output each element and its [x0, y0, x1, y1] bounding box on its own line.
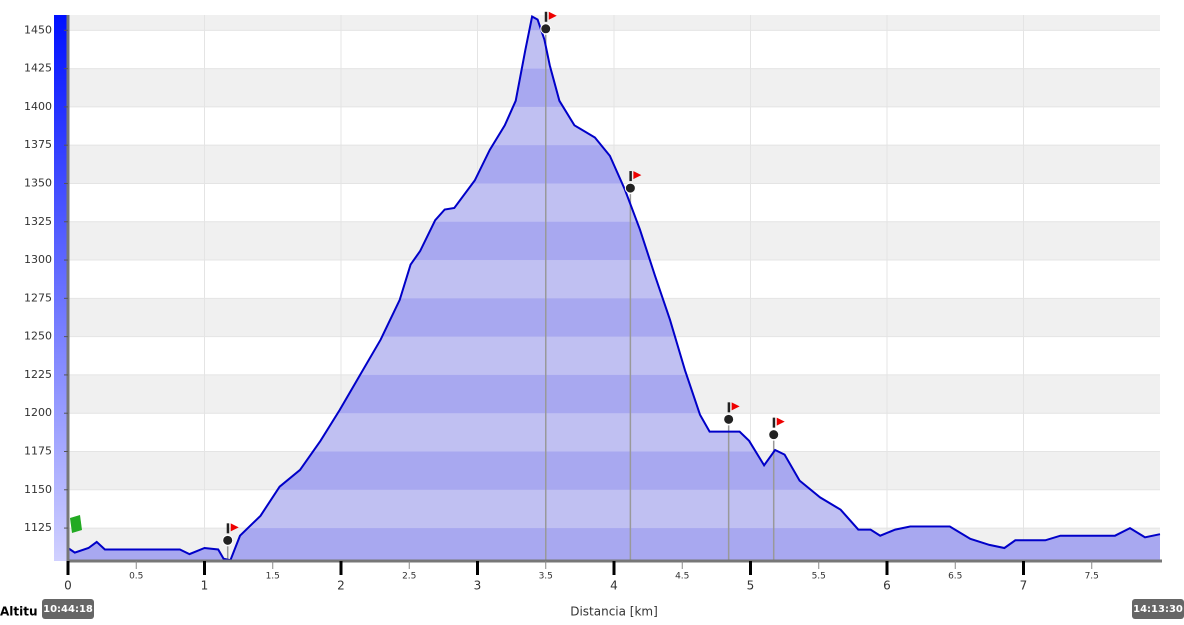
waypoint-icon	[624, 182, 636, 194]
y-tick-label: 1425	[24, 62, 52, 75]
x-tick-label: 5	[747, 579, 755, 593]
y-tick-label: 1225	[24, 368, 52, 381]
waypoint-pole	[772, 417, 776, 428]
waypoint	[222, 523, 239, 546]
start-flag	[70, 515, 82, 533]
y-axis-gradient	[54, 15, 68, 561]
waypoint-flag	[230, 523, 239, 532]
x-tick-label: 5.5	[812, 572, 826, 582]
waypoint-icon	[540, 23, 552, 35]
y-tick-label: 1325	[24, 215, 52, 228]
x-tick-label: 4	[610, 579, 618, 593]
x-tick-label: 6.5	[948, 572, 962, 582]
waypoint-pole	[544, 11, 548, 22]
waypoint-flag	[731, 402, 740, 411]
waypoint-icon	[222, 534, 234, 546]
area-fill	[68, 16, 1160, 561]
waypoint-pole	[727, 402, 731, 413]
y-tick-label: 1350	[24, 176, 52, 189]
waypoint-icon	[723, 413, 735, 425]
y-tick-label: 1175	[24, 444, 52, 457]
y-tick-label: 1400	[24, 100, 52, 113]
x-tick-label: 2.5	[402, 572, 416, 582]
x-tick-label: 6	[883, 579, 891, 593]
x-tick-label: 2	[337, 579, 345, 593]
waypoint-flag	[776, 417, 785, 426]
waypoint-flag	[548, 11, 557, 20]
waypoint-pole	[629, 171, 632, 182]
waypoint-icon	[768, 429, 780, 441]
x-tick-label: 3.5	[539, 572, 553, 582]
y-tick-label: 1150	[24, 483, 52, 496]
end-time-box	[1132, 599, 1184, 619]
waypoint	[723, 402, 740, 425]
profile-line	[67, 14, 1161, 562]
x-tick-label: 7.5	[1085, 572, 1099, 582]
x-axis-title: Distancia [km]	[570, 605, 658, 619]
y-tick-label: 1125	[24, 521, 52, 534]
waypoint	[624, 171, 642, 194]
end-time: 14:13:30	[1133, 604, 1183, 615]
x-tick-label: 1.5	[266, 572, 280, 582]
waypoint-flag	[633, 171, 642, 180]
x-tick-label: 7	[1020, 579, 1028, 593]
x-tick-label: 0	[64, 579, 72, 593]
y-tick-label: 1250	[24, 330, 52, 343]
x-tick-label: 0.5	[129, 572, 143, 582]
y-tick-label: 1450	[24, 23, 52, 36]
y-tick-label: 1375	[24, 138, 52, 151]
y-axis-title: Altitu	[0, 605, 38, 619]
waypoint-pole	[226, 523, 230, 534]
x-tick-label: 4.5	[675, 572, 689, 582]
x-tick-label: 3	[474, 579, 482, 593]
waypoint	[768, 417, 785, 441]
y-tick-label: 1275	[24, 291, 52, 304]
x-tick-label: 1	[201, 579, 209, 593]
y-tick-label: 1200	[24, 406, 52, 419]
waypoint	[540, 11, 557, 35]
start-time-box	[42, 599, 94, 619]
y-tick-label: 1300	[24, 253, 52, 266]
start-time: 10:44:18	[43, 604, 93, 615]
